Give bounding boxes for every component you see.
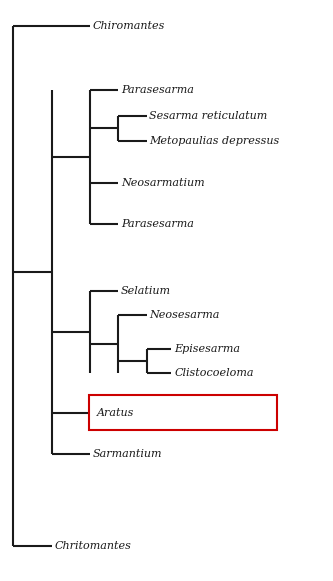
Text: Neosesarma: Neosesarma <box>149 310 219 320</box>
Text: Episesarma: Episesarma <box>174 343 240 354</box>
Bar <box>89 395 277 430</box>
Text: Selatium: Selatium <box>121 285 171 296</box>
Text: Metopaulias depressus: Metopaulias depressus <box>149 135 279 146</box>
Text: Sarmantium: Sarmantium <box>93 449 162 460</box>
Text: Chritomantes: Chritomantes <box>54 541 131 551</box>
Text: Sesarma reticulatum: Sesarma reticulatum <box>149 111 267 121</box>
Text: Parasesarma: Parasesarma <box>121 85 194 95</box>
Text: Neosarmatium: Neosarmatium <box>121 178 204 188</box>
Text: Chiromantes: Chiromantes <box>93 21 165 31</box>
Text: Aratus: Aratus <box>97 407 134 418</box>
Text: Clistocoeloma: Clistocoeloma <box>174 368 254 378</box>
Text: Parasesarma: Parasesarma <box>121 218 194 229</box>
